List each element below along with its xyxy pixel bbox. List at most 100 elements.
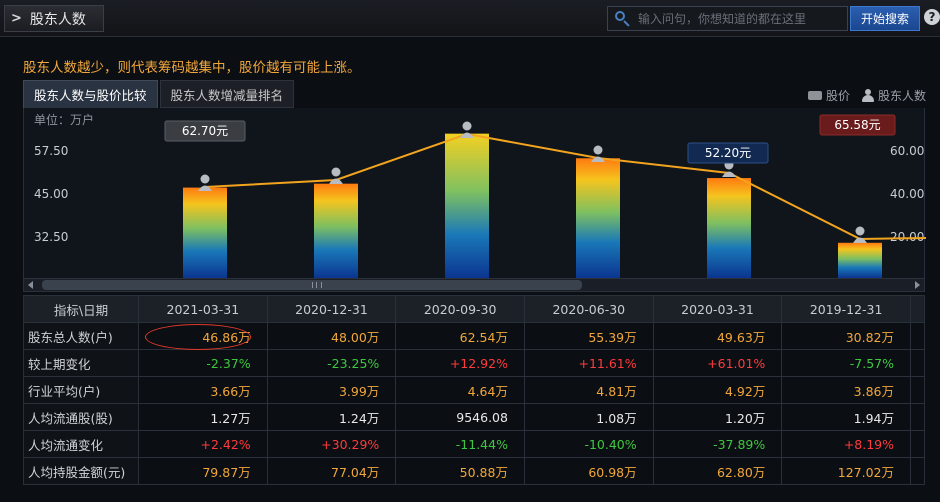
price-callout-box — [164, 120, 246, 142]
tab-strip: 股东人数与股价比较 股东人数增减量排名 — [23, 80, 296, 108]
legend-price: 股价 — [825, 89, 850, 103]
person-marker-body — [591, 156, 605, 162]
person-marker-body — [722, 171, 736, 177]
top-bar: > 股东人数 输入问句，你想知道的都在这里 开始搜索 ? — [0, 0, 940, 37]
right-tick-label: 20.00 — [890, 230, 924, 244]
holders-price-chart: 单位：万户 57.50 45.00 32.50 60.00 40.00 20.00 62.70… — [23, 108, 926, 278]
scroll-left-icon[interactable] — [28, 281, 33, 289]
date-header: 2020-12-31 — [266, 295, 397, 323]
price-line — [204, 132, 926, 241]
holder-bar — [314, 183, 358, 278]
table-cell: 4.81万 — [523, 376, 654, 404]
table-cell: 3.99万 — [266, 376, 397, 404]
date-header: 2020-03-31 — [652, 295, 783, 323]
holder-bar — [707, 178, 751, 278]
left-tick-label: 57.50 — [34, 144, 68, 158]
search-icon — [614, 10, 632, 28]
table-cell: -11.44% — [395, 430, 525, 458]
person-marker-head — [331, 167, 341, 177]
person-marker-body — [329, 178, 343, 184]
table-cell: 62.80万 — [652, 457, 783, 485]
holder-legend-icon — [861, 88, 874, 103]
table-cell: 1.24万 — [266, 403, 397, 431]
overflow-cell — [910, 376, 925, 404]
table-cell: +2.42% — [138, 430, 268, 458]
chart-legend: 股价 股东人数 — [807, 87, 926, 104]
person-marker-head — [200, 174, 210, 184]
price-callout-label: 65.58元 — [834, 118, 880, 132]
table-cell: 49.63万 — [652, 322, 783, 350]
section-title: 股东人数 — [29, 11, 86, 28]
table-cell: -7.57% — [781, 349, 911, 377]
table-cell: 4.64万 — [395, 376, 525, 404]
chart-scrollbar[interactable] — [23, 278, 925, 292]
price-callout-label: 62.70元 — [182, 124, 228, 138]
overflow-column — [910, 295, 925, 323]
table-cell: 4.92万 — [652, 376, 783, 404]
table-row: 行业平均(户) 3.66万 3.99万 4.64万 4.81万 4.92万 3.86万 — [23, 376, 925, 404]
tab-holders-vs-price[interactable]: 股东人数与股价比较 — [23, 80, 158, 108]
holder-bar — [576, 158, 620, 278]
table-cell: -37.89% — [652, 430, 783, 458]
right-tick-label: 40.00 — [890, 187, 924, 201]
left-tick-label: 32.50 — [34, 230, 68, 244]
price-callout-box — [819, 114, 896, 136]
table-cell: 77.04万 — [266, 457, 397, 485]
table-row: 股东总人数(户) 46.86万 48.00万 62.54万 55.39万 49.63万 30… — [23, 322, 925, 350]
table-cell: -23.25% — [266, 349, 397, 377]
date-header: 2019-12-31 — [781, 295, 911, 323]
row-label: 人均持股金额(元) — [23, 457, 139, 485]
holder-bar — [838, 242, 882, 278]
table-cell: 1.08万 — [523, 403, 654, 431]
tagline: 股东人数越少，则代表筹码越集中，股价越有可能上涨。 — [23, 60, 361, 76]
scroll-thumb[interactable] — [42, 280, 582, 290]
table-cell: 50.88万 — [395, 457, 525, 485]
table-header-row: 指标\日期 2021-03-31 2020-12-31 2020-09-30 2… — [23, 295, 925, 323]
row-label: 股东总人数(户) — [23, 322, 139, 350]
holders-table: 指标\日期 2021-03-31 2020-12-31 2020-09-30 2… — [23, 295, 925, 485]
table-cell: +61.01% — [652, 349, 783, 377]
person-marker-head — [462, 121, 472, 131]
table-cell: 30.82万 — [781, 322, 911, 350]
table-cell: +30.29% — [266, 430, 397, 458]
table-cell: 1.94万 — [781, 403, 911, 431]
date-header: 2021-03-31 — [138, 295, 268, 323]
date-header: 2020-09-30 — [395, 295, 525, 323]
table-row: 人均持股金额(元) 79.87万 77.04万 50.88万 60.98万 62.80万 1… — [23, 457, 925, 485]
person-marker-body — [198, 185, 212, 191]
holder-bar — [445, 133, 489, 278]
start-search-button[interactable]: 开始搜索 — [850, 6, 920, 31]
row-label: 较上期变化 — [23, 349, 139, 377]
overflow-cell — [910, 403, 925, 431]
overflow-cell — [910, 457, 925, 485]
table-cell: 60.98万 — [523, 457, 654, 485]
search-input[interactable]: 输入问句，你想知道的都在这里 — [638, 12, 807, 26]
table-cell: 1.20万 — [652, 403, 783, 431]
table-cell: -2.37% — [138, 349, 268, 377]
row-label: 行业平均(户) — [23, 376, 139, 404]
section-title-tab[interactable]: > 股东人数 — [4, 5, 104, 32]
table-cell: 48.00万 — [266, 322, 397, 350]
legend-holders: 股东人数 — [877, 89, 926, 103]
scroll-right-icon[interactable] — [915, 281, 920, 289]
table-cell: 62.54万 — [395, 322, 525, 350]
table-cell: 1.27万 — [138, 403, 268, 431]
help-icon[interactable]: ? — [924, 9, 940, 25]
person-marker-body — [853, 237, 867, 243]
row-label: 人均流通变化 — [23, 430, 139, 458]
left-tick-label: 45.00 — [34, 187, 68, 201]
table-corner-header: 指标\日期 — [23, 295, 139, 323]
person-marker-body — [460, 132, 474, 138]
chevron-right-icon: > — [11, 11, 22, 26]
table-cell: -10.40% — [523, 430, 654, 458]
table-row: 较上期变化 -2.37% -23.25% +12.92% +11.61% +61.01% -… — [23, 349, 925, 377]
tab-holders-change-ranking[interactable]: 股东人数增减量排名 — [159, 80, 295, 108]
person-marker-head — [855, 226, 865, 236]
search-box[interactable]: 输入问句，你想知道的都在这里 — [607, 6, 848, 31]
table-cell: +12.92% — [395, 349, 525, 377]
table-cell: 79.87万 — [138, 457, 268, 485]
right-tick-label: 60.00 — [890, 144, 924, 158]
cell-value: 46.86万 — [202, 329, 251, 345]
table-cell: +8.19% — [781, 430, 911, 458]
